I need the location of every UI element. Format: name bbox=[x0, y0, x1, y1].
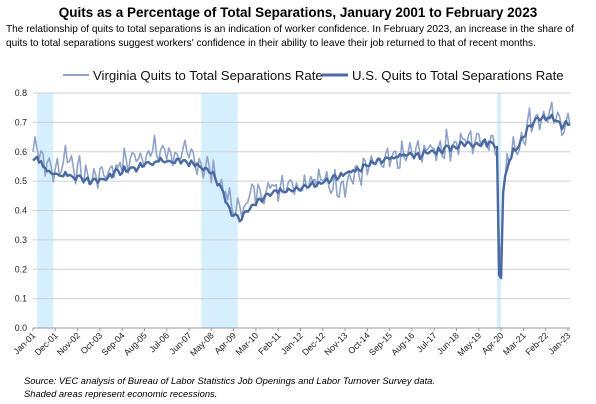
x-tick-label-8: May-08 bbox=[188, 330, 216, 358]
chart-title: Quits as a Percentage of Total Separatio… bbox=[58, 5, 538, 20]
y-tick-label-2: 0.2 bbox=[15, 264, 27, 274]
x-tick-label-20: May-19 bbox=[455, 330, 483, 358]
y-tick-label-1: 0.1 bbox=[15, 294, 27, 304]
gridlines bbox=[33, 92, 570, 300]
y-tick-label-4: 0.4 bbox=[15, 206, 27, 216]
x-tick-label-13: Dec-12 bbox=[300, 330, 327, 357]
quits-chart: 0.00.10.20.30.40.50.60.70.8Jan-01Dec-01N… bbox=[11, 68, 572, 358]
x-tick-label-23: Feb-22 bbox=[523, 330, 550, 357]
x-tick-label-24: Jan-23 bbox=[546, 330, 572, 356]
y-tick-label-7: 0.7 bbox=[15, 117, 27, 127]
x-tick-label-16: Sep-15 bbox=[367, 330, 394, 357]
x-tick-label-5: Aug-05 bbox=[122, 330, 149, 357]
recession-note: Shaded areas represent economic recessio… bbox=[24, 387, 218, 399]
chart-subtitle: The relationship of quits to total separ… bbox=[6, 24, 574, 49]
x-tick-label-10: Mar-10 bbox=[234, 330, 261, 357]
y-tick-label-8: 0.8 bbox=[15, 88, 27, 98]
chart-footer: Source: VEC analysis of Bureau of Labor … bbox=[24, 375, 435, 400]
x-tick-label-14: Nov-13 bbox=[322, 330, 349, 357]
series-line-virginia bbox=[32, 101, 571, 271]
x-tick-label-11: Feb-11 bbox=[256, 330, 282, 356]
axes: 0.00.10.20.30.40.50.60.70.8Jan-01Dec-01N… bbox=[11, 88, 572, 358]
y-tick-label-5: 0.5 bbox=[15, 176, 27, 186]
y-tick-label-6: 0.6 bbox=[15, 147, 27, 157]
series-lines bbox=[32, 101, 571, 280]
x-tick-label-4: Sep-04 bbox=[99, 330, 126, 357]
y-tick-label-3: 0.3 bbox=[15, 235, 27, 245]
legend-label-us: U.S. Quits to Total Separations Rate bbox=[352, 68, 564, 83]
x-tick-label-17: Aug-16 bbox=[389, 330, 416, 357]
x-tick-label-1: Dec-01 bbox=[33, 330, 60, 357]
legend: Virginia Quits to Total Separations Rate… bbox=[63, 68, 564, 83]
x-tick-label-22: Mar-21 bbox=[501, 330, 528, 357]
series-line-us bbox=[32, 113, 571, 280]
source-note: Source: VEC analysis of Bureau of Labor … bbox=[24, 375, 435, 386]
x-tick-label-2: Nov-02 bbox=[55, 330, 82, 357]
y-tick-label-0: 0.0 bbox=[15, 323, 27, 333]
x-tick-label-9: Apr-09 bbox=[212, 330, 238, 356]
legend-label-virginia: Virginia Quits to Total Separations Rate bbox=[93, 68, 323, 83]
x-tick-label-21: Apr-20 bbox=[480, 330, 506, 356]
